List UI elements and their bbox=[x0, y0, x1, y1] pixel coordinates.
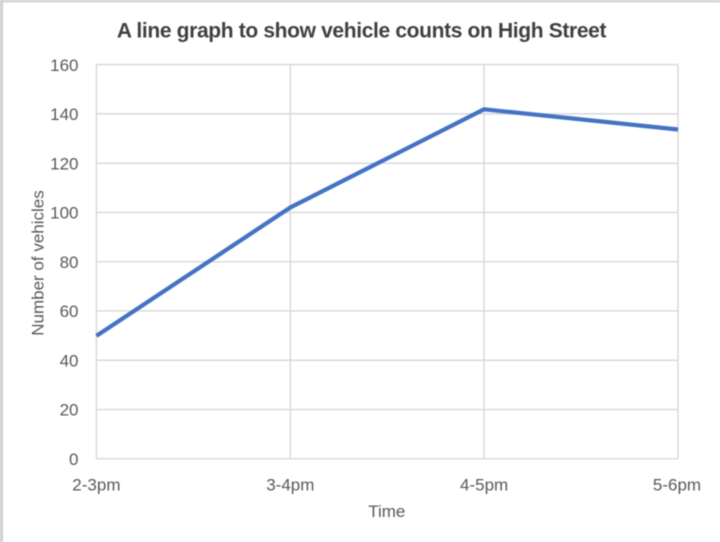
svg-text:5-6pm: 5-6pm bbox=[653, 475, 701, 494]
svg-text:2-3pm: 2-3pm bbox=[72, 475, 120, 494]
svg-text:3-4pm: 3-4pm bbox=[266, 475, 314, 494]
svg-text:Time: Time bbox=[368, 502, 405, 521]
svg-text:100: 100 bbox=[50, 204, 78, 223]
svg-text:160: 160 bbox=[50, 56, 78, 75]
svg-text:120: 120 bbox=[50, 154, 78, 173]
svg-text:140: 140 bbox=[50, 105, 78, 124]
svg-text:Number of vehicles: Number of vehicles bbox=[29, 190, 48, 336]
svg-text:20: 20 bbox=[60, 401, 79, 420]
svg-text:80: 80 bbox=[60, 253, 79, 272]
svg-text:40: 40 bbox=[60, 352, 79, 371]
svg-text:60: 60 bbox=[60, 302, 79, 321]
svg-text:4-5pm: 4-5pm bbox=[460, 475, 508, 494]
svg-text:0: 0 bbox=[69, 450, 78, 469]
svg-text:A line graph to show vehicle c: A line graph to show vehicle counts on H… bbox=[117, 19, 607, 42]
